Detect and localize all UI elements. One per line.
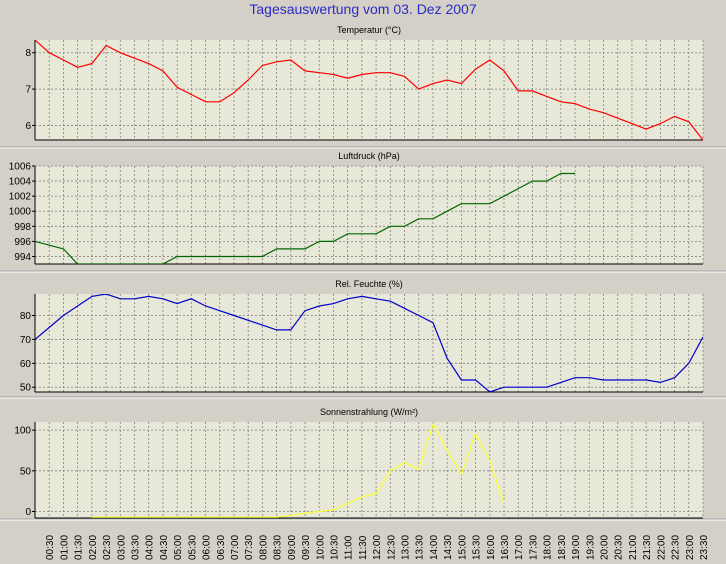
x-tick-label: 13:00	[401, 535, 412, 560]
series-line	[91, 422, 505, 518]
x-tick-label: 23:00	[685, 535, 696, 560]
x-tick-label: 20:00	[600, 535, 611, 560]
x-tick-label: 18:30	[557, 535, 568, 560]
x-tick-label: 09:00	[287, 535, 298, 560]
x-tick-label: 20:30	[614, 535, 625, 560]
x-tick-label: 09:30	[301, 535, 312, 560]
y-tick-label: 50	[20, 383, 32, 394]
chart-title: Luftdruck (hPa)	[338, 151, 400, 161]
x-tick-label: 08:30	[273, 535, 284, 560]
x-tick-label: 04:30	[159, 535, 170, 560]
x-tick-label: 19:30	[585, 535, 596, 560]
x-tick-label: 22:00	[656, 535, 667, 560]
y-tick-label: 80	[20, 311, 32, 322]
x-tick-label: 07:00	[230, 535, 241, 560]
x-tick-labels: 00:30 01:00 01:30 02:00 02:30 03:00 03:30 04:00…	[45, 535, 710, 560]
y-tick-label: 7	[25, 85, 31, 96]
x-tick-label: 14:00	[429, 535, 440, 560]
x-tick-label: 06:00	[202, 535, 213, 560]
y-tick-label: 100	[14, 426, 31, 437]
x-tick-label: 16:30	[500, 535, 511, 560]
x-tick-label: 15:00	[457, 535, 468, 560]
series-line	[35, 172, 576, 264]
x-tick-label: 21:30	[642, 535, 653, 560]
x-tick-label: 12:00	[372, 535, 383, 560]
plot-area	[35, 40, 703, 140]
y-tick-label: 998	[14, 222, 31, 233]
y-tick-label: 996	[14, 237, 31, 248]
x-tick-label: 23:30	[699, 535, 710, 560]
page-title: Tagesauswertung vom 03. Dez 2007	[249, 1, 477, 17]
y-tick-label: 50	[20, 466, 32, 477]
y-tick-label: 0	[25, 507, 31, 518]
x-tick-label: 10:30	[329, 535, 340, 560]
plot-area	[35, 422, 703, 518]
x-tick-label: 21:00	[628, 535, 639, 560]
x-tick-label: 13:30	[415, 535, 426, 560]
y-tick-label: 1004	[9, 177, 32, 188]
x-tick-label: 11:00	[344, 535, 355, 560]
x-tick-label: 12:30	[386, 535, 397, 560]
chart-panel-3: Rel. Feuchte (%) 50 60 70 80	[0, 279, 726, 399]
chart-panel-1: Temperatur (°C) 6 7 8	[0, 25, 726, 149]
chart-panel-4: Sonnenstrahlung (W/m²) 0 50 100	[0, 407, 726, 521]
y-tick-label: 6	[25, 121, 31, 132]
x-tick-label: 03:30	[130, 535, 141, 560]
y-tick-label: 60	[20, 359, 32, 370]
x-tick-label: 01:30	[74, 535, 85, 560]
y-tick-label: 8	[25, 48, 31, 59]
y-tick-label: 70	[20, 335, 32, 346]
series-line	[35, 40, 703, 140]
series-line	[35, 294, 703, 392]
x-tick-label: 17:30	[528, 535, 539, 560]
y-tick-label: 1002	[9, 192, 32, 203]
x-tick-label: 05:00	[173, 535, 184, 560]
x-tick-label: 01:00	[59, 535, 70, 560]
x-tick-label: 18:00	[543, 535, 554, 560]
y-tick-label: 1006	[9, 162, 32, 173]
x-tick-label: 10:00	[315, 535, 326, 560]
chart-title: Rel. Feuchte (%)	[335, 279, 403, 289]
x-tick-label: 16:00	[486, 535, 497, 560]
chart-title: Sonnenstrahlung (W/m²)	[320, 407, 418, 417]
plot-area	[35, 294, 703, 392]
x-tick-label: 19:00	[571, 535, 582, 560]
x-tick-label: 11:30	[358, 535, 369, 560]
chart-title: Temperatur (°C)	[337, 25, 401, 35]
x-tick-label: 14:30	[443, 535, 454, 560]
x-tick-label: 17:00	[514, 535, 525, 560]
y-tick-label: 1000	[9, 207, 32, 218]
x-tick-label: 06:30	[216, 535, 227, 560]
x-tick-label: 08:00	[258, 535, 269, 560]
x-tick-label: 02:00	[88, 535, 99, 560]
x-tick-label: 00:30	[45, 535, 56, 560]
x-tick-label: 22:30	[671, 535, 682, 560]
chart-panel-2: Luftdruck (hPa) 994 996 998 1000 1002 1004 1006	[0, 151, 726, 273]
x-tick-label: 04:00	[145, 535, 156, 560]
x-tick-label: 15:30	[472, 535, 483, 560]
y-tick-label: 994	[14, 252, 31, 263]
x-tick-label: 05:30	[187, 535, 198, 560]
plot-area	[35, 166, 703, 264]
x-tick-label: 07:30	[244, 535, 255, 560]
x-tick-label: 03:00	[116, 535, 127, 560]
x-tick-label: 02:30	[102, 535, 113, 560]
